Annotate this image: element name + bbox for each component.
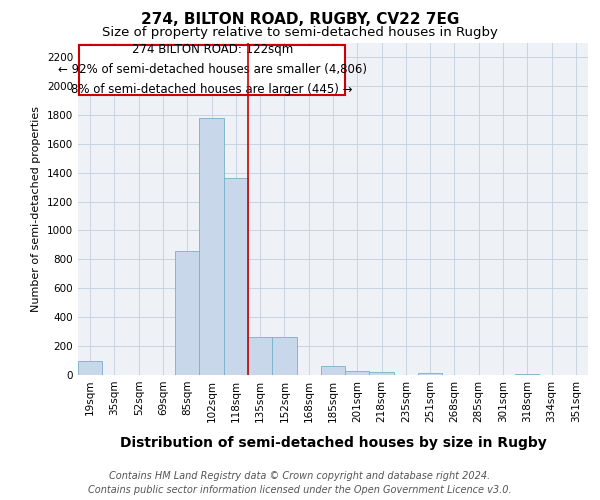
- Y-axis label: Number of semi-detached properties: Number of semi-detached properties: [31, 106, 41, 312]
- Text: 274 BILTON ROAD: 122sqm
← 92% of semi-detached houses are smaller (4,806)
8% of : 274 BILTON ROAD: 122sqm ← 92% of semi-de…: [58, 44, 367, 96]
- Bar: [370, 372, 394, 375]
- Bar: [175, 250, 199, 375]
- FancyBboxPatch shape: [79, 46, 345, 94]
- Bar: [199, 118, 224, 375]
- Bar: [515, 374, 539, 375]
- Bar: [345, 370, 370, 375]
- Text: 274, BILTON ROAD, RUGBY, CV22 7EG: 274, BILTON ROAD, RUGBY, CV22 7EG: [141, 12, 459, 28]
- Bar: [272, 338, 296, 375]
- Bar: [224, 178, 248, 375]
- Bar: [321, 366, 345, 375]
- Bar: [78, 360, 102, 375]
- Bar: [418, 373, 442, 375]
- Text: Size of property relative to semi-detached houses in Rugby: Size of property relative to semi-detach…: [102, 26, 498, 39]
- Bar: [248, 338, 272, 375]
- X-axis label: Distribution of semi-detached houses by size in Rugby: Distribution of semi-detached houses by …: [119, 436, 547, 450]
- Text: Contains HM Land Registry data © Crown copyright and database right 2024.
Contai: Contains HM Land Registry data © Crown c…: [88, 471, 512, 495]
